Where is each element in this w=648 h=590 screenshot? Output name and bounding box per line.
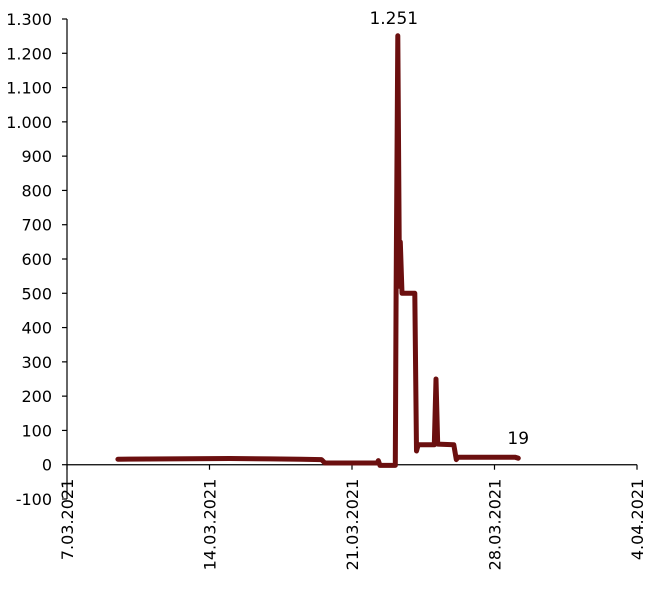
- y-tick-label: 300: [21, 353, 52, 372]
- y-tick-label: 1.000: [6, 113, 52, 132]
- y-tick-label: 700: [21, 216, 52, 235]
- x-tick-label: 14.03.2021: [201, 479, 220, 571]
- data-label: 19: [507, 429, 529, 449]
- y-tick-label: 100: [21, 421, 52, 440]
- y-tick-label: 800: [21, 181, 52, 200]
- annotations-group: 1.251 19: [369, 9, 529, 449]
- x-tick-label: 7.03.2021: [58, 479, 77, 560]
- y-tick-label: 400: [21, 319, 52, 338]
- x-tick-label: 4.04.2021: [628, 479, 647, 560]
- x-tick-label: 28.03.2021: [486, 479, 505, 571]
- y-tick-label: 500: [21, 284, 52, 303]
- series-group: [115, 33, 521, 468]
- x-tick-label: 21.03.2021: [343, 479, 362, 571]
- y-tick-label: 1.200: [6, 44, 52, 63]
- y-axis: -100 0 100 200 300 400 500 600 700 800 900 1.000 1.1…: [6, 10, 68, 509]
- y-tick-label: 0: [42, 456, 52, 475]
- series-line: [115, 33, 521, 468]
- y-tick-label: 200: [21, 387, 52, 406]
- y-tick-label: 1.100: [6, 79, 52, 98]
- y-tick-label: 1.300: [6, 10, 52, 29]
- x-axis: 7.03.2021 14.03.2021 21.03.2021 28.03.2021 4…: [58, 464, 647, 571]
- y-tick-label: -100: [16, 490, 52, 509]
- y-tick-label: 900: [21, 147, 52, 166]
- data-label: 1.251: [369, 9, 418, 29]
- y-tick-label: 600: [21, 250, 52, 269]
